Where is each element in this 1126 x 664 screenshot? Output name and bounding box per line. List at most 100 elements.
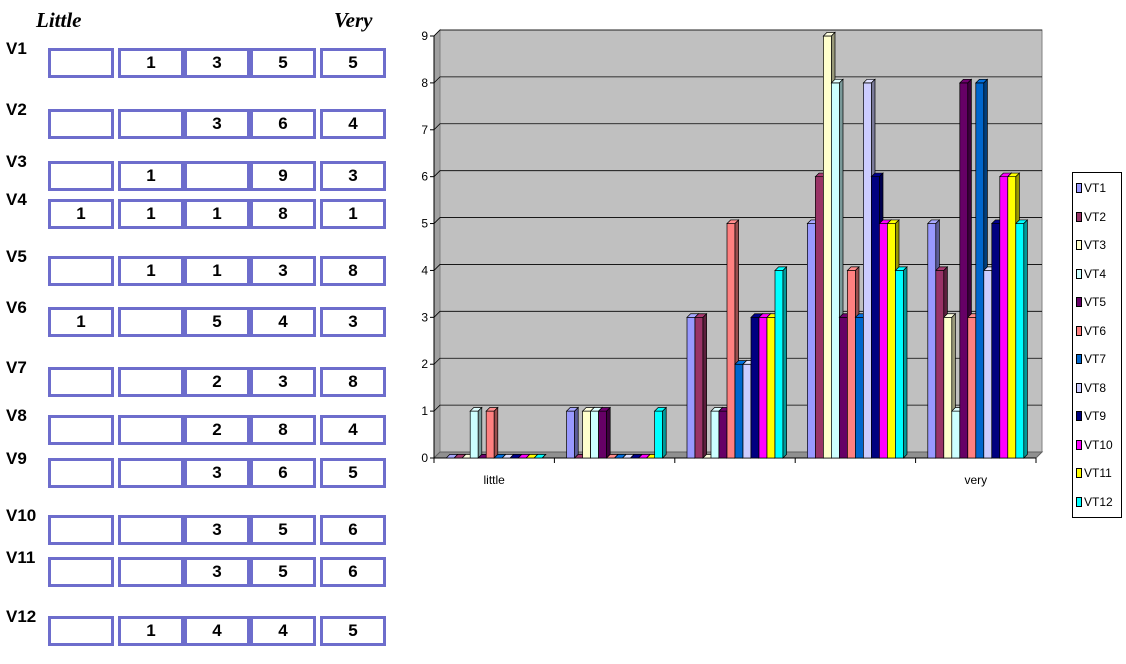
rating-cell: 8 — [320, 256, 386, 286]
legend-item: VT7 — [1076, 352, 1106, 366]
legend-swatch — [1076, 382, 1082, 393]
legend-swatch — [1076, 240, 1082, 250]
rating-row: V6 1 5 4 3 — [0, 294, 400, 337]
rating-cell — [48, 415, 114, 445]
row-label: V10 — [6, 506, 37, 525]
bar — [1014, 219, 1029, 459]
rating-cell — [48, 458, 114, 488]
y-tick-label: 5 — [421, 217, 428, 231]
bar — [533, 454, 547, 459]
rating-row: V10 3 5 6 — [0, 502, 400, 545]
y-tick-label: 9 — [421, 29, 428, 43]
rating-cell: 5 — [250, 557, 316, 587]
legend-item: VT10 — [1076, 438, 1113, 452]
rating-cell: 5 — [320, 616, 386, 646]
rating-row: V8 2 8 4 — [0, 402, 400, 445]
row-label: V8 — [6, 406, 27, 425]
bar — [774, 265, 788, 459]
rating-cell — [48, 109, 114, 139]
legend-item: VT9 — [1076, 409, 1106, 423]
legend-label: VT4 — [1084, 266, 1107, 281]
legend-label: VT5 — [1084, 295, 1107, 309]
legend-label: VT7 — [1084, 352, 1107, 366]
legend-label: VT1 — [1084, 181, 1107, 195]
rating-row: V11 3 5 6 — [0, 544, 400, 587]
rating-cell: 3 — [320, 161, 386, 191]
legend-item: VT5 — [1076, 295, 1106, 309]
rating-cell: 4 — [184, 616, 250, 646]
rating-cell: 1 — [118, 199, 184, 229]
x-tick-label: very — [964, 473, 987, 487]
bar — [894, 265, 908, 459]
y-tick-label: 0 — [421, 451, 428, 465]
row-label: V6 — [6, 298, 27, 317]
bar-chart-svg: 0 1 2 3 4 5 6 7 8 9 little very — [421, 28, 1044, 487]
rating-cell: 2 — [184, 415, 250, 445]
bar — [694, 312, 708, 459]
row-label: V2 — [6, 100, 27, 119]
legend-label: VT10 — [1084, 437, 1113, 452]
rating-cell — [48, 161, 114, 191]
legend-label: VT6 — [1084, 323, 1107, 338]
rating-cell: 2 — [184, 367, 250, 397]
legend-swatch — [1076, 211, 1082, 222]
rating-cell: 3 — [184, 458, 250, 488]
legend-item: VT3 — [1076, 238, 1106, 252]
rating-cell: 3 — [184, 557, 250, 587]
x-tick-label: little — [484, 473, 506, 487]
legend-item: VT6 — [1076, 324, 1106, 338]
scale-low-label: Little — [36, 8, 82, 32]
rating-cell: 1 — [48, 307, 114, 337]
rating-cell: 5 — [250, 515, 316, 545]
rating-cell — [118, 307, 184, 337]
rating-cell: 1 — [118, 161, 184, 191]
rating-row: V2 3 6 4 — [0, 96, 400, 139]
rating-cell — [118, 458, 184, 488]
rating-row: V3 1 9 3 — [0, 148, 400, 191]
rating-cell: 3 — [184, 48, 250, 78]
bar — [469, 406, 483, 459]
rating-table: Little Very V1 1 3 5 5 V2 3 6 4 V3 1 9 3 V4 1 1 1 8 1 V5 1 1 3… — [0, 0, 400, 664]
rating-cell: 4 — [320, 109, 386, 139]
rating-cell: 6 — [320, 515, 386, 545]
rating-cell: 1 — [184, 256, 250, 286]
rating-cell — [118, 557, 184, 587]
rating-cell: 8 — [250, 199, 316, 229]
rating-cell: 4 — [250, 616, 316, 646]
rating-row: V4 1 1 1 8 1 — [0, 186, 400, 229]
legend-swatch — [1076, 411, 1082, 421]
rating-cell: 4 — [320, 415, 386, 445]
rating-cell — [118, 109, 184, 139]
row-label: V12 — [6, 607, 37, 626]
legend-swatch — [1076, 439, 1082, 450]
y-tick-label: 8 — [421, 76, 428, 90]
y-tick-label: 1 — [421, 404, 428, 418]
chart-legend: VT1 VT2 VT3 VT4 VT5 VT6 VT7 VT8 VT9 VT10 VT11 VT12 — [1072, 172, 1122, 518]
legend-label: VT3 — [1084, 238, 1107, 252]
gridline — [433, 29, 1042, 37]
row-label: V4 — [6, 190, 27, 209]
legend-swatch — [1076, 183, 1082, 193]
rating-cell: 8 — [250, 415, 316, 445]
rating-cell: 5 — [184, 307, 250, 337]
rating-cell: 6 — [250, 458, 316, 488]
rating-cell: 6 — [250, 109, 316, 139]
y-tick-label: 7 — [421, 123, 428, 137]
rating-cell — [48, 256, 114, 286]
legend-swatch — [1076, 268, 1082, 279]
rating-cell: 1 — [320, 199, 386, 229]
rating-cell: 3 — [320, 307, 386, 337]
row-label: V5 — [6, 247, 27, 266]
bar — [653, 406, 668, 459]
plot-side-wall — [433, 28, 441, 460]
legend-label: VT11 — [1084, 466, 1112, 480]
y-tick-label: 3 — [421, 310, 428, 324]
rating-cell — [48, 48, 114, 78]
legend-item: VT2 — [1076, 210, 1106, 224]
rating-cell: 3 — [184, 109, 250, 139]
rating-cell: 3 — [250, 367, 316, 397]
rating-cell — [48, 616, 114, 646]
rating-cell: 5 — [320, 458, 386, 488]
y-tick-label: 4 — [421, 263, 428, 277]
legend-swatch — [1076, 354, 1082, 364]
